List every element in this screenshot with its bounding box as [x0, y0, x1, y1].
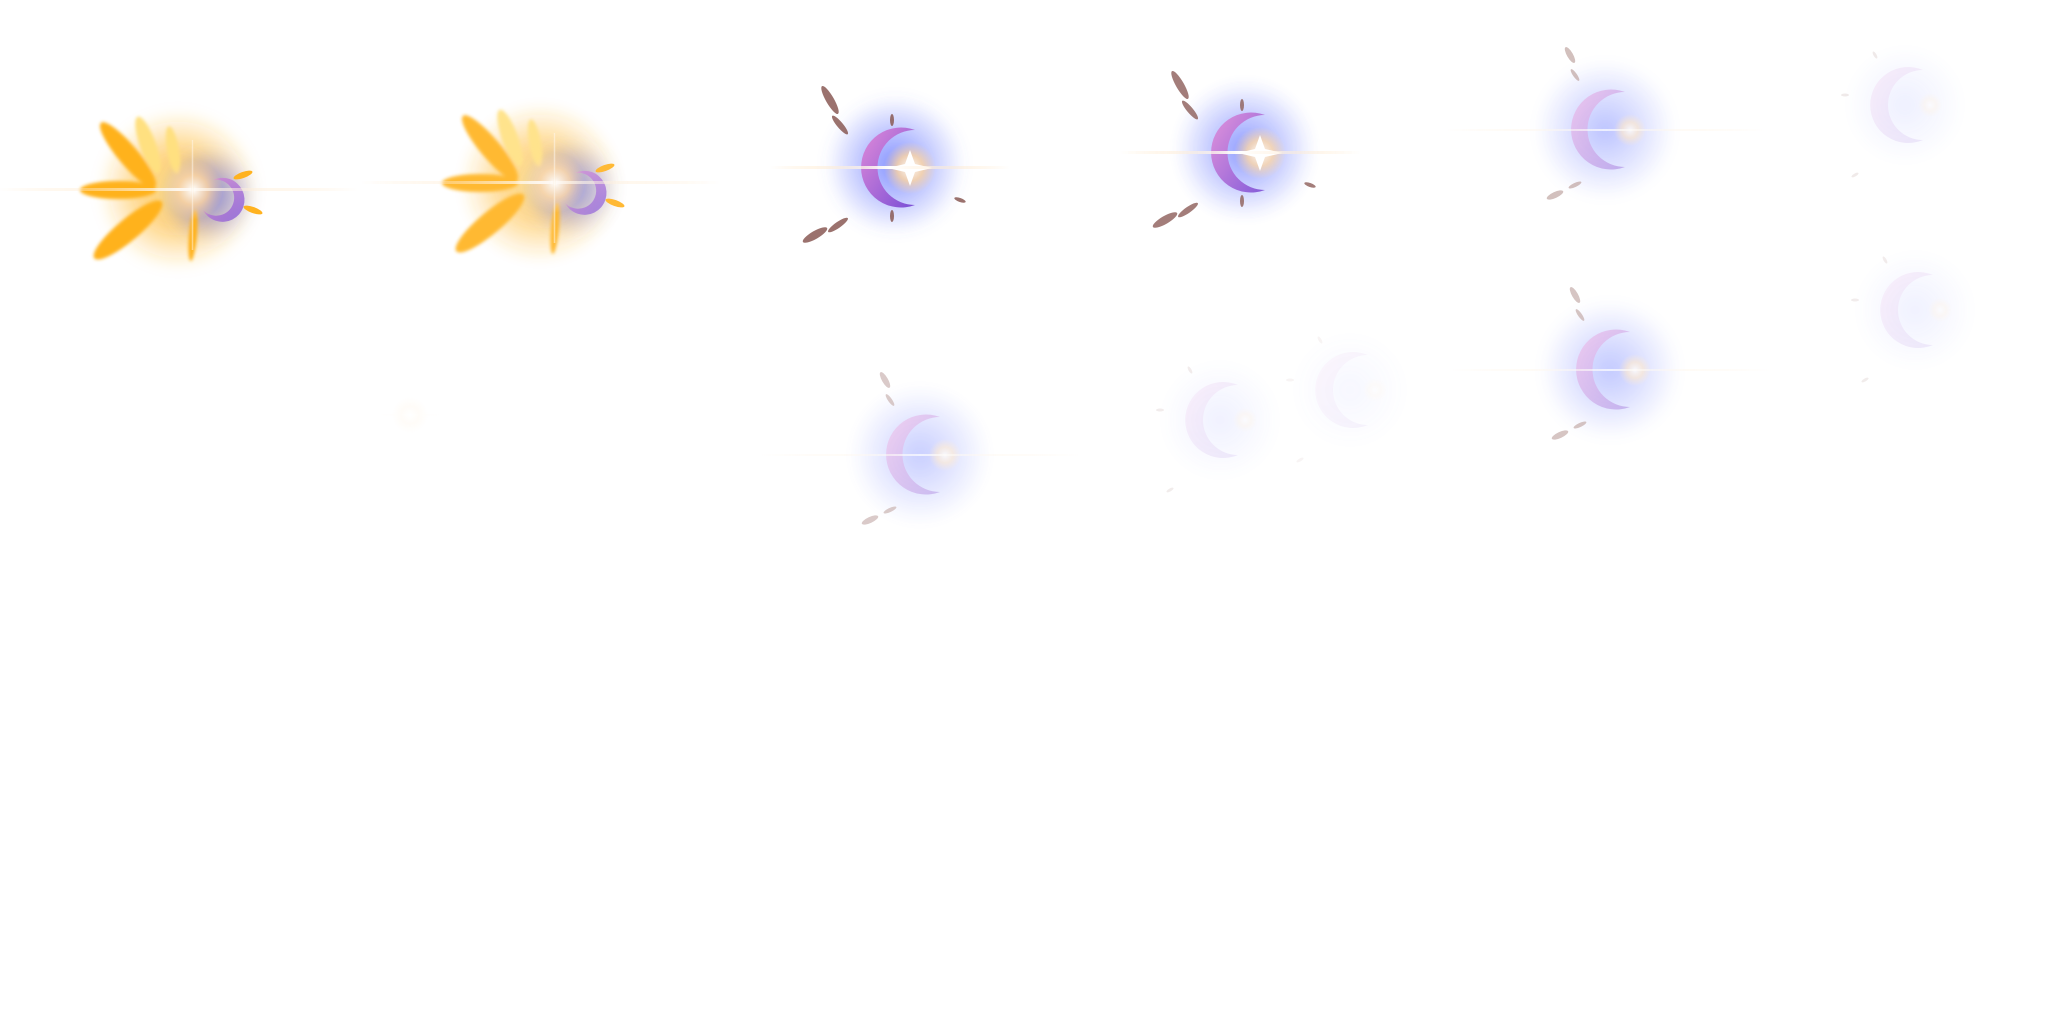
- frame-04-sprite: [1120, 71, 1360, 228]
- frame-08-sprite: [760, 372, 1080, 525]
- frame-03-moon-flash: [710, 40, 1070, 300]
- frame-06-sprite: [1841, 45, 1965, 178]
- frame-05-moon-fade: [1425, 0, 1785, 260]
- frame-05-sprite: [1445, 47, 1765, 200]
- frame-02-sprite: [360, 103, 720, 263]
- frame-01-gold-burst: [0, 60, 358, 320]
- frame-12-moon-faint: [1735, 180, 2048, 440]
- frame-03-sprite: [770, 86, 1010, 243]
- frame-08-moon-fade: [740, 325, 1100, 585]
- frame-12-sprite: [1851, 250, 1975, 383]
- frame-06-moon-faint: [1725, 0, 2048, 235]
- frame-01-sprite: [0, 110, 358, 270]
- frame-09-moon-faint: [1040, 290, 1400, 550]
- frame-10-moon-faint: [1170, 260, 1530, 520]
- frame-07-sprite: [380, 397, 440, 433]
- frame-10-sprite: [1286, 330, 1410, 463]
- frame-09-sprite: [1156, 360, 1280, 493]
- frame-04-moon-flash: [1060, 25, 1420, 285]
- frame-11-moon-fade: [1430, 240, 1790, 500]
- frame-11-sprite: [1450, 287, 1770, 440]
- frame-07-spark-speck: [230, 285, 590, 545]
- frame-02-gold-burst: [360, 53, 720, 313]
